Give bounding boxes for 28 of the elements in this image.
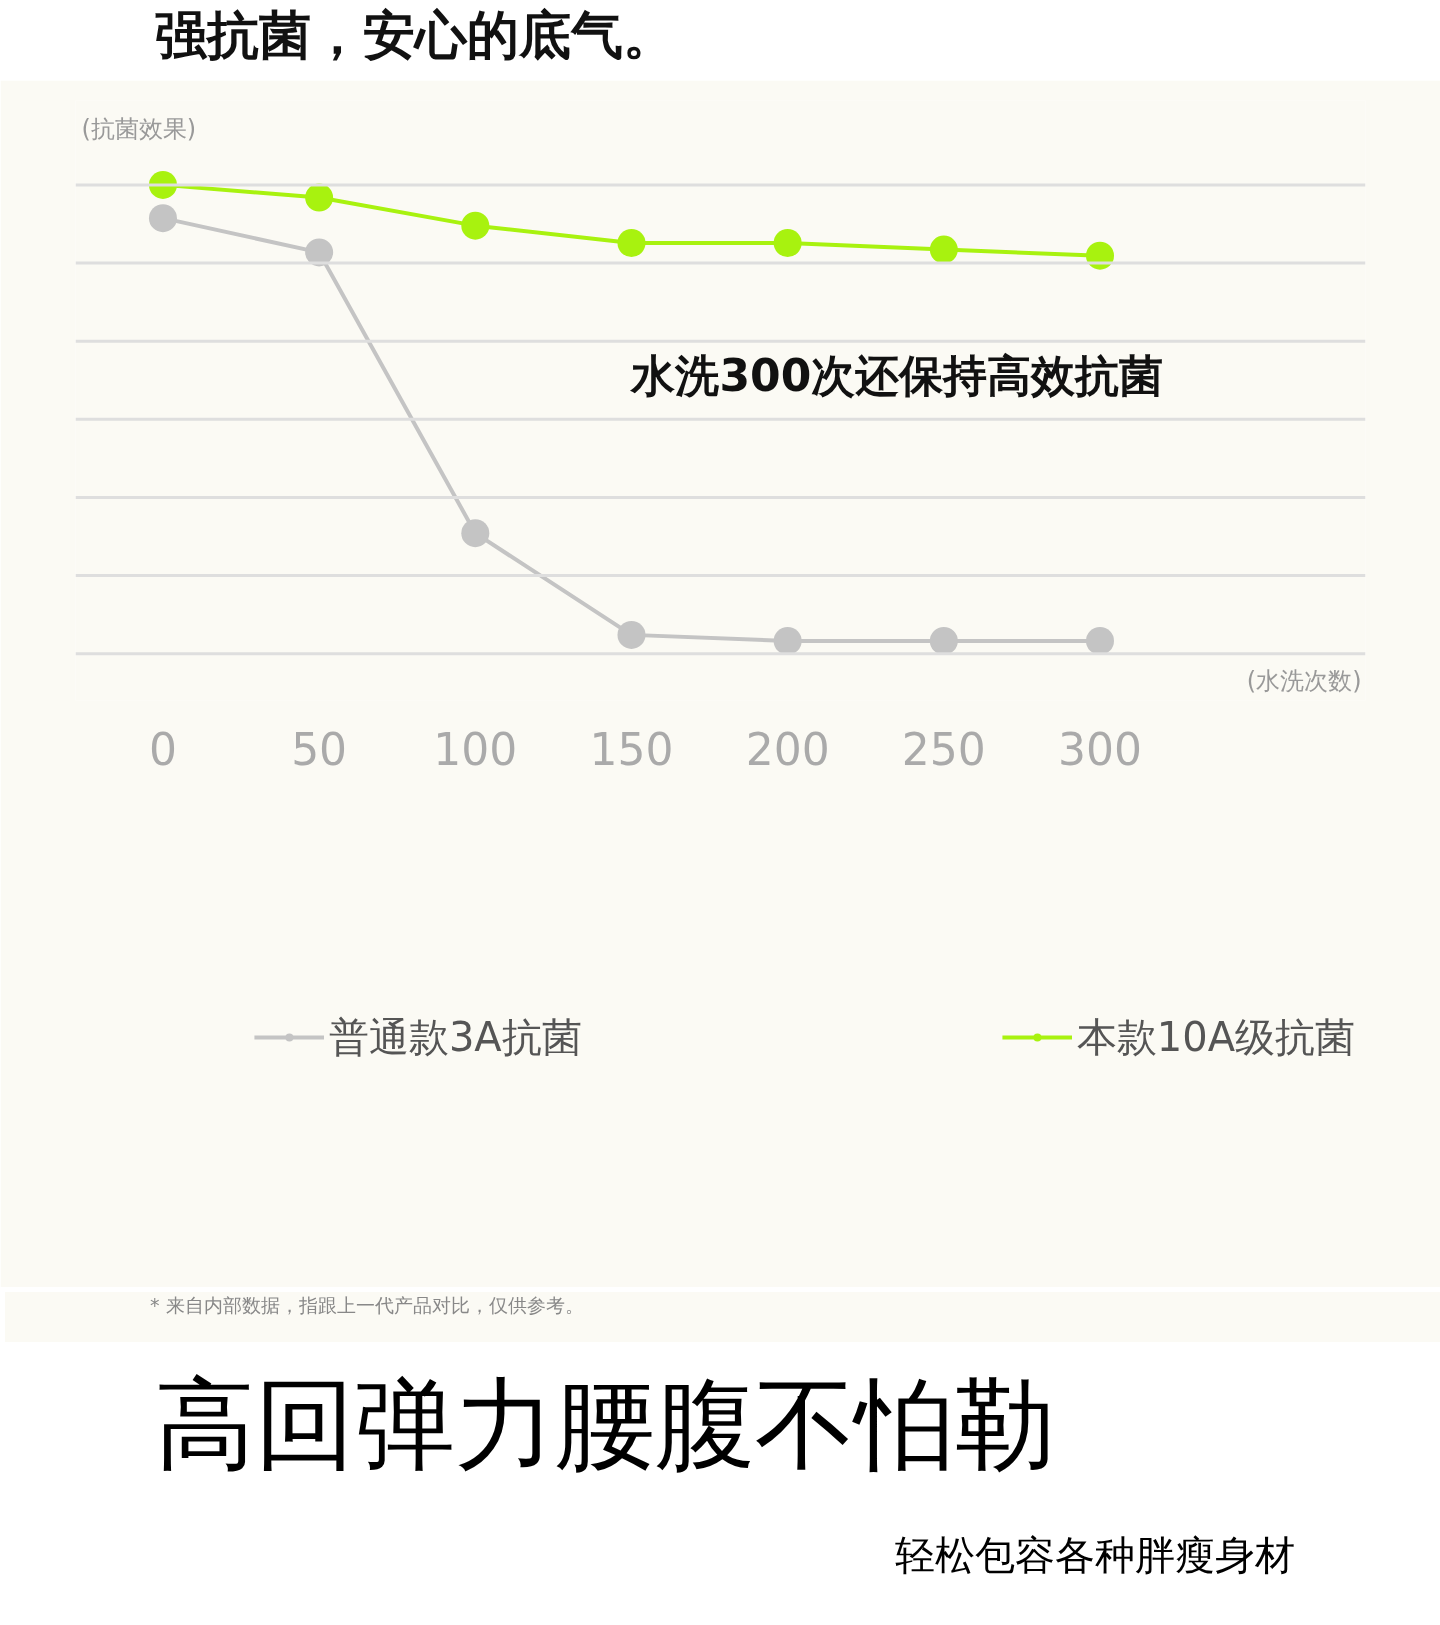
point <box>461 519 490 548</box>
point <box>148 204 177 233</box>
chart-title: 强抗菌，安心的底气。 <box>155 5 675 65</box>
point <box>305 238 334 267</box>
x-tick-label: 150 <box>589 723 674 775</box>
point <box>617 620 646 649</box>
point <box>929 627 958 655</box>
legend-label: 普通款3A抗菌 <box>328 1012 582 1062</box>
x-tick-label: 50 <box>291 723 348 775</box>
point <box>773 229 802 257</box>
point <box>617 229 646 257</box>
point <box>461 211 490 240</box>
point <box>305 183 334 212</box>
text: 高回弹力腰腹不怕勒 <box>155 1365 1055 1485</box>
text: * 来自内部数据，指跟上一代产品对比，仅供参考。 <box>150 1293 584 1318</box>
x-axis-title: (水洗次数) <box>1246 666 1362 695</box>
x-tick-label: 300 <box>1058 723 1142 775</box>
x-tick-label: 100 <box>433 723 518 775</box>
point <box>1086 627 1114 655</box>
point <box>929 235 958 264</box>
point <box>773 627 802 655</box>
legend-label: 本款10A级抗菌 <box>1076 1012 1355 1062</box>
x-tick-label: 250 <box>901 723 986 775</box>
annotation: 水洗300次还保持高效抗菌 <box>629 349 1164 401</box>
text: 轻松包容各种胖瘦身材 <box>895 1532 1295 1578</box>
x-tick-label: 0 <box>148 723 177 775</box>
x-tick-label: 200 <box>745 723 830 775</box>
y-axis-title: (抗菌效果) <box>81 114 197 143</box>
